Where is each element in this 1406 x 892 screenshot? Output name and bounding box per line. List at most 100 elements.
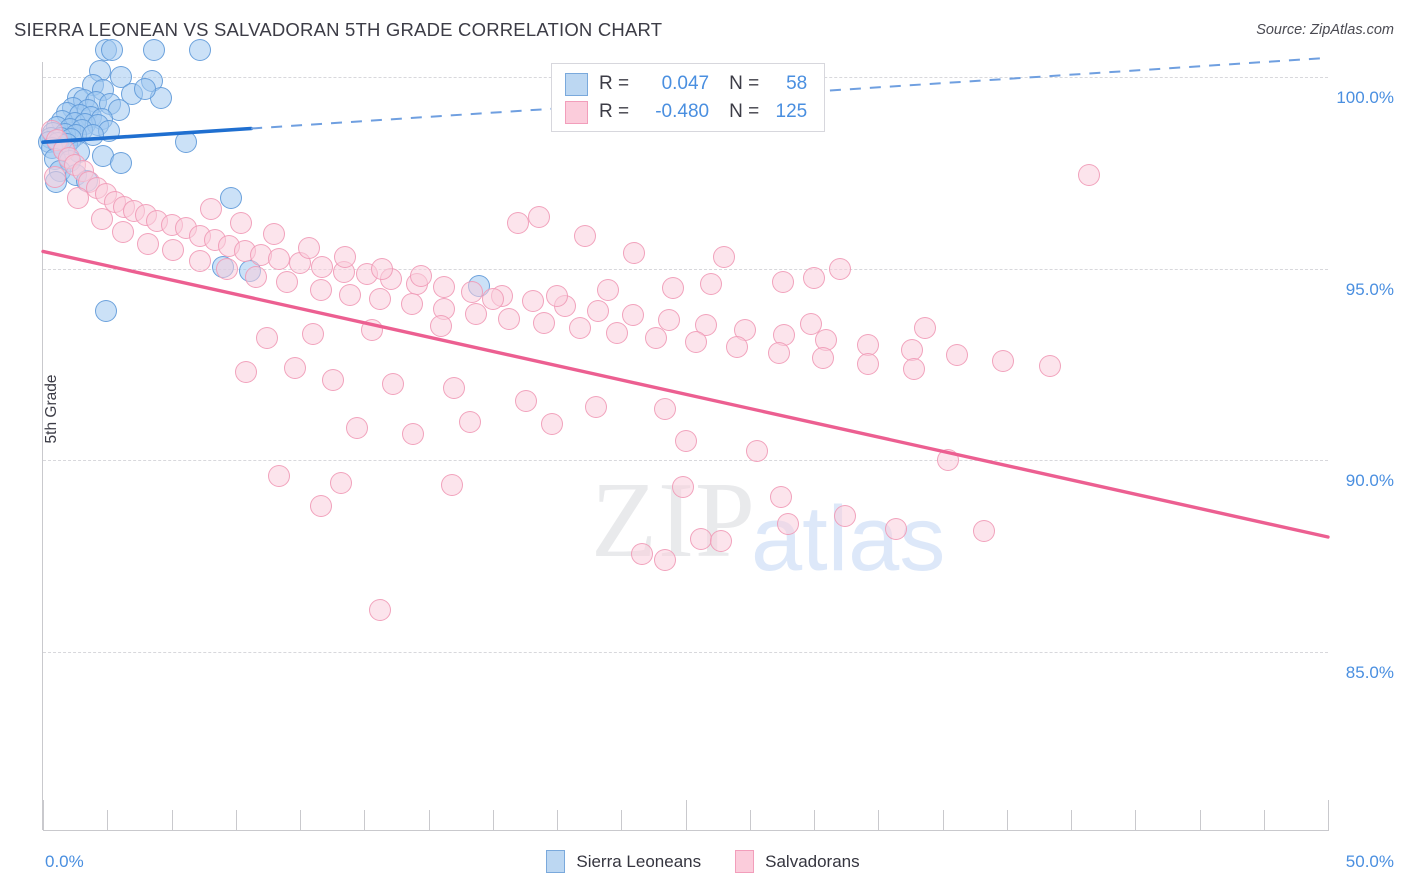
scatter-point-pink <box>458 411 481 433</box>
scatter-point-pink <box>461 280 484 303</box>
scatter-point-pink <box>710 529 733 552</box>
x-axis-tick <box>1071 810 1072 830</box>
scatter-point-pink <box>684 331 707 354</box>
scatter-point-pink <box>584 395 607 418</box>
x-axis-tick <box>942 810 944 830</box>
x-axis-tick <box>171 810 173 830</box>
scatter-point-pink <box>903 358 926 381</box>
scatter-point-pink <box>772 271 795 294</box>
x-axis-tick <box>621 810 623 830</box>
scatter-point-pink <box>521 290 544 313</box>
scatter-point-pink <box>856 352 879 375</box>
scatter-point-pink <box>229 211 252 234</box>
scatter-point-pink <box>833 504 856 527</box>
x-axis-tick <box>492 810 494 830</box>
legend-entry-sierra-leoneans[interactable]: Sierra Leoneans <box>546 850 701 873</box>
scatter-point-pink <box>606 322 629 345</box>
scatter-point-pink <box>310 255 333 278</box>
legend-label: Salvadorans <box>765 851 860 871</box>
legend-swatch <box>735 850 755 873</box>
scatter-point-blue <box>174 131 197 154</box>
scatter-point-pink <box>309 278 332 301</box>
page-title: SIERRA LEONEAN VS SALVADORAN 5TH GRADE C… <box>14 19 663 40</box>
scatter-point-pink <box>430 315 453 338</box>
scatter-point-pink <box>725 336 748 359</box>
scatter-point-pink <box>301 322 324 345</box>
x-axis-max-label: 50.0% <box>1345 852 1394 871</box>
scatter-point-blue <box>133 77 156 100</box>
scatter-point-blue <box>142 39 165 62</box>
x-axis-tick <box>1006 810 1008 830</box>
scatter-point-pink <box>111 221 134 244</box>
scatter-point-pink <box>137 232 160 255</box>
gridline-85.0 <box>43 652 1328 653</box>
x-axis-tick <box>685 800 687 830</box>
scatter-point-pink <box>713 246 736 269</box>
scatter-point-pink <box>1077 163 1100 186</box>
scatter-point-pink <box>400 292 423 315</box>
stats-n-label-blue: N = <box>729 73 760 94</box>
series-legend: Sierra Leoneans Salvadorans <box>0 850 1406 873</box>
x-axis-tick <box>1199 810 1201 830</box>
scatter-point-pink <box>972 520 995 543</box>
scatter-point-pink <box>263 223 286 246</box>
scatter-point-pink <box>339 283 362 306</box>
scatter-point-blue <box>110 66 133 88</box>
stats-row-sierra-leoneans: R = 0.047 N = 58 <box>565 70 807 98</box>
scatter-point-pink <box>333 246 356 269</box>
scatter-point-pink <box>235 361 258 384</box>
legend-swatch <box>546 850 566 873</box>
scatter-point-pink <box>402 422 425 445</box>
scatter-point-pink <box>91 207 114 230</box>
stats-n-value-blue: 58 <box>786 73 808 94</box>
correlation-stats-box: R = 0.047 N = 58 R = -0.480 N = 125 <box>551 63 825 132</box>
legend-entry-salvadorans[interactable]: Salvadorans <box>735 850 860 873</box>
scatter-point-pink <box>330 472 353 495</box>
scatter-point-pink <box>623 242 646 265</box>
scatter-point-pink <box>276 271 299 294</box>
scatter-point-pink <box>913 317 936 340</box>
y-tick-label: 90.0% <box>1345 471 1394 491</box>
scatter-point-pink <box>255 326 278 349</box>
scatter-point-pink <box>630 543 653 566</box>
x-axis-tick <box>235 810 237 830</box>
scatter-point-blue <box>219 186 242 209</box>
scatter-point-blue <box>110 152 133 175</box>
x-axis-tick <box>43 800 44 830</box>
scatter-point-pink <box>1039 355 1062 378</box>
x-axis-tick <box>1328 800 1329 830</box>
scatter-point-pink <box>768 342 791 364</box>
x-axis-tick <box>557 810 558 830</box>
scatter-point-pink <box>368 598 391 621</box>
scatter-point-pink <box>991 349 1014 372</box>
y-axis-title: 5th Grade <box>43 374 60 444</box>
stats-r-value-blue: 0.047 <box>661 73 710 94</box>
scatter-point-pink <box>587 299 610 322</box>
stats-r-label-pink: R = <box>599 101 630 122</box>
scatter-point-pink <box>644 326 667 349</box>
x-axis-min-label: 0.0% <box>45 852 84 871</box>
scatter-point-pink <box>803 267 825 290</box>
scatter-point-pink <box>43 165 66 188</box>
scatter-point-pink <box>574 225 597 248</box>
scatter-point-pink <box>371 257 394 280</box>
scatter-point-pink <box>811 346 834 369</box>
stats-swatch-pink <box>565 100 588 124</box>
scatter-point-pink <box>746 439 769 462</box>
scatter-point-pink <box>653 549 676 571</box>
scatter-point-pink <box>161 238 184 261</box>
scatter-point-pink <box>621 304 644 327</box>
scatter-point-pink <box>700 273 723 295</box>
x-axis-tick <box>300 810 301 830</box>
scatter-point-blue <box>101 39 124 62</box>
x-axis-tick <box>428 810 430 830</box>
scatter-point-blue <box>94 299 117 322</box>
scatter-point-pink <box>440 474 463 497</box>
x-axis-tick <box>749 810 751 830</box>
scatter-point-pink <box>322 368 345 391</box>
stats-r-label-blue: R = <box>599 73 630 94</box>
plot-area: ZIP atlas <box>38 39 1328 830</box>
x-axis-tick <box>878 810 880 830</box>
scatter-point-pink <box>443 376 466 399</box>
